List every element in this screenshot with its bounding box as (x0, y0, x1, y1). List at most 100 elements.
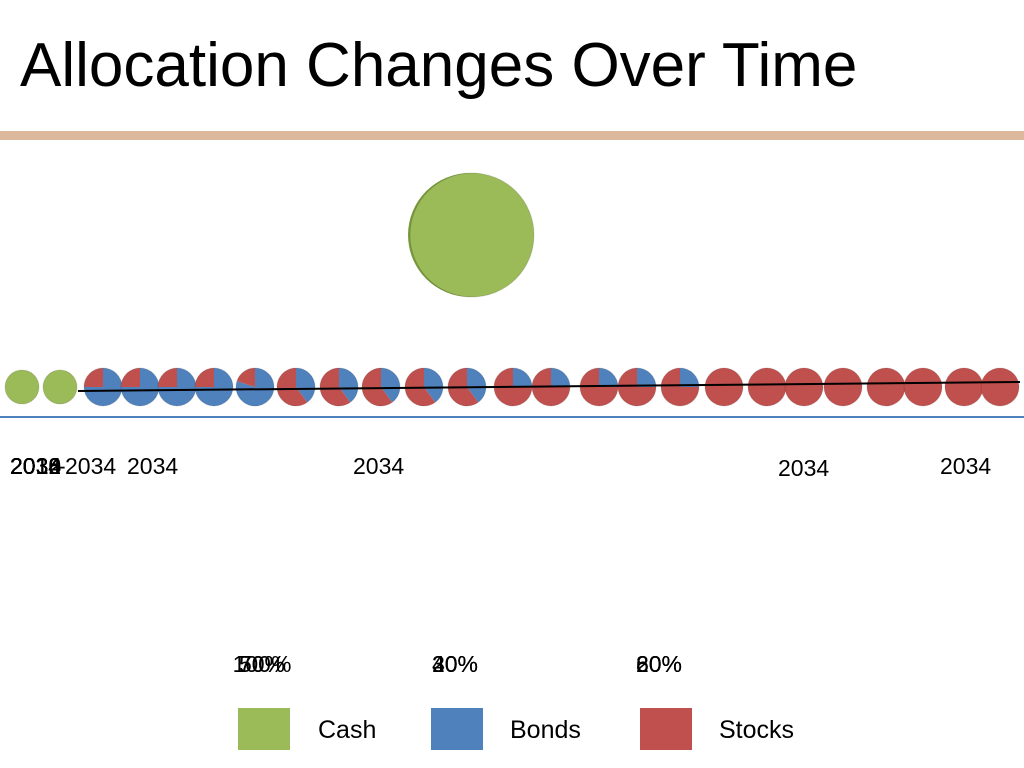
data-point-pie (980, 367, 1020, 407)
x-tick-separator: - (58, 453, 66, 479)
data-point-pie-stocks-slice (785, 368, 823, 406)
data-point-pie (823, 367, 863, 407)
data-point-pie (42, 369, 78, 405)
data-point-pie (784, 367, 824, 407)
legend-label-stocks: Stocks (719, 716, 795, 744)
data-point-pie (120, 367, 160, 407)
data-point-pie-bonds-slice (339, 368, 358, 403)
cash-percent-label: 50% (238, 651, 286, 677)
cash-percent-label: 70% (238, 651, 286, 677)
data-point-pie-bonds-slice (637, 368, 656, 387)
data-point-pie-stocks-slice (158, 368, 177, 387)
data-point-pie-stocks-slice (84, 368, 103, 387)
title-divider (0, 131, 1024, 140)
x-tick-label: 2012 (10, 453, 61, 479)
bonds-percent-label: 40% (431, 651, 479, 677)
data-point-pie-bonds-slice (680, 368, 699, 387)
data-point-pie-stocks-slice (824, 368, 862, 406)
data-point-pie-cash-slice (43, 370, 77, 404)
x-tick-label: 2034 (940, 453, 991, 479)
data-point-pie-stocks-slice (945, 368, 983, 406)
data-point-pie (319, 367, 359, 407)
data-point-pie (660, 367, 700, 407)
bonds-percent-label: 20% (431, 651, 479, 677)
data-point-pie (704, 367, 744, 407)
featured-pie-cash-slice (410, 173, 534, 297)
x-tick-label: 2034 (10, 453, 61, 479)
data-point-pie-outline (784, 367, 824, 407)
data-point-pie (235, 367, 275, 407)
x-tick-label: 2010 (10, 453, 61, 479)
x-tick-label: 2034 (10, 453, 61, 479)
x-tick-label: 2034 (778, 455, 829, 481)
data-point-pie-stocks-slice (618, 368, 656, 406)
data-point-pie-outline (319, 367, 359, 407)
data-point-pie-stocks-slice (121, 368, 140, 387)
featured-pie (409, 172, 535, 298)
data-point-pie (747, 367, 787, 407)
x-tick-label: 2034 (353, 453, 404, 479)
data-point-pie (4, 369, 40, 405)
x-tick-label: 2034 (10, 453, 61, 479)
legend-label-bonds: Bonds (510, 716, 581, 744)
x-tick-label: 2034 (10, 453, 61, 479)
data-point-pie-outline (4, 369, 40, 405)
data-point-pie (903, 367, 943, 407)
data-point-pie (361, 367, 401, 407)
stocks-percent-label: 60% (635, 651, 683, 677)
data-point-pie-bonds-slice (381, 368, 401, 403)
featured-pie-outline (409, 172, 535, 298)
data-point-pie-outline (617, 367, 657, 407)
data-point-pie-outline (235, 367, 275, 407)
x-tick-label: 2016 (10, 453, 61, 479)
data-point-pie-stocks-slice (236, 368, 255, 387)
data-point-pie-bonds-slice (467, 368, 487, 403)
legend-swatch-cash (238, 708, 290, 750)
stocks-percent-label: 80% (635, 651, 683, 677)
data-point-pie-stocks-slice (748, 368, 786, 406)
legend-swatch-bonds (431, 708, 483, 750)
legend-label-cash: Cash (318, 716, 377, 744)
data-point-pie-stocks-slice (277, 368, 308, 407)
data-point-pie-stocks-slice (904, 368, 942, 406)
data-point-pie (944, 367, 984, 407)
data-point-pie (194, 367, 234, 407)
data-point-pie (83, 367, 123, 407)
data-point-pie-outline (823, 367, 863, 407)
x-tick-label: 2014 (10, 453, 61, 479)
data-point-pie-stocks-slice (195, 368, 214, 387)
data-point-pie-outline (194, 367, 234, 407)
data-point-pie-bonds-slice (424, 368, 443, 403)
data-point-pie-stocks-slice (867, 368, 905, 406)
data-point-pie-stocks-slice (661, 368, 699, 406)
trend-line (77, 381, 1021, 392)
data-point-pie (157, 367, 197, 407)
data-point-pie-stocks-slice (705, 368, 743, 406)
data-point-pie-stocks-slice (981, 368, 1019, 406)
data-point-pie-bonds-slice (296, 368, 315, 403)
data-point-pie-outline (704, 367, 744, 407)
slide-title: Allocation Changes Over Time (20, 31, 858, 100)
data-point-pie-bonds-slice (599, 368, 618, 387)
bonds-percent-label: 30% (431, 651, 479, 677)
data-point-pie-outline (276, 367, 316, 407)
data-point-pie-outline (42, 369, 78, 405)
data-point-pie (866, 367, 906, 407)
data-point-pie-cash-slice (5, 370, 39, 404)
data-point-pie-stocks-slice (362, 368, 393, 406)
x-tick-label: 2034 (65, 453, 116, 479)
x-tick-label: 2034 (127, 453, 178, 479)
x-tick-label: 2018 (10, 453, 61, 479)
data-point-pie-stocks-slice (319, 368, 351, 407)
data-point-pie-bonds-slice (551, 368, 570, 387)
data-point-pie (617, 367, 657, 407)
data-point-pie (276, 367, 316, 407)
data-point-pie-bonds-slice (513, 368, 532, 387)
stocks-percent-label: 20% (635, 651, 683, 677)
legend-swatch-stocks (640, 708, 692, 750)
cash-percent-label: 100% (232, 651, 292, 677)
data-point-pie-outline (903, 367, 943, 407)
data-point-pie-outline (980, 367, 1020, 407)
data-point-pie-outline (660, 367, 700, 407)
